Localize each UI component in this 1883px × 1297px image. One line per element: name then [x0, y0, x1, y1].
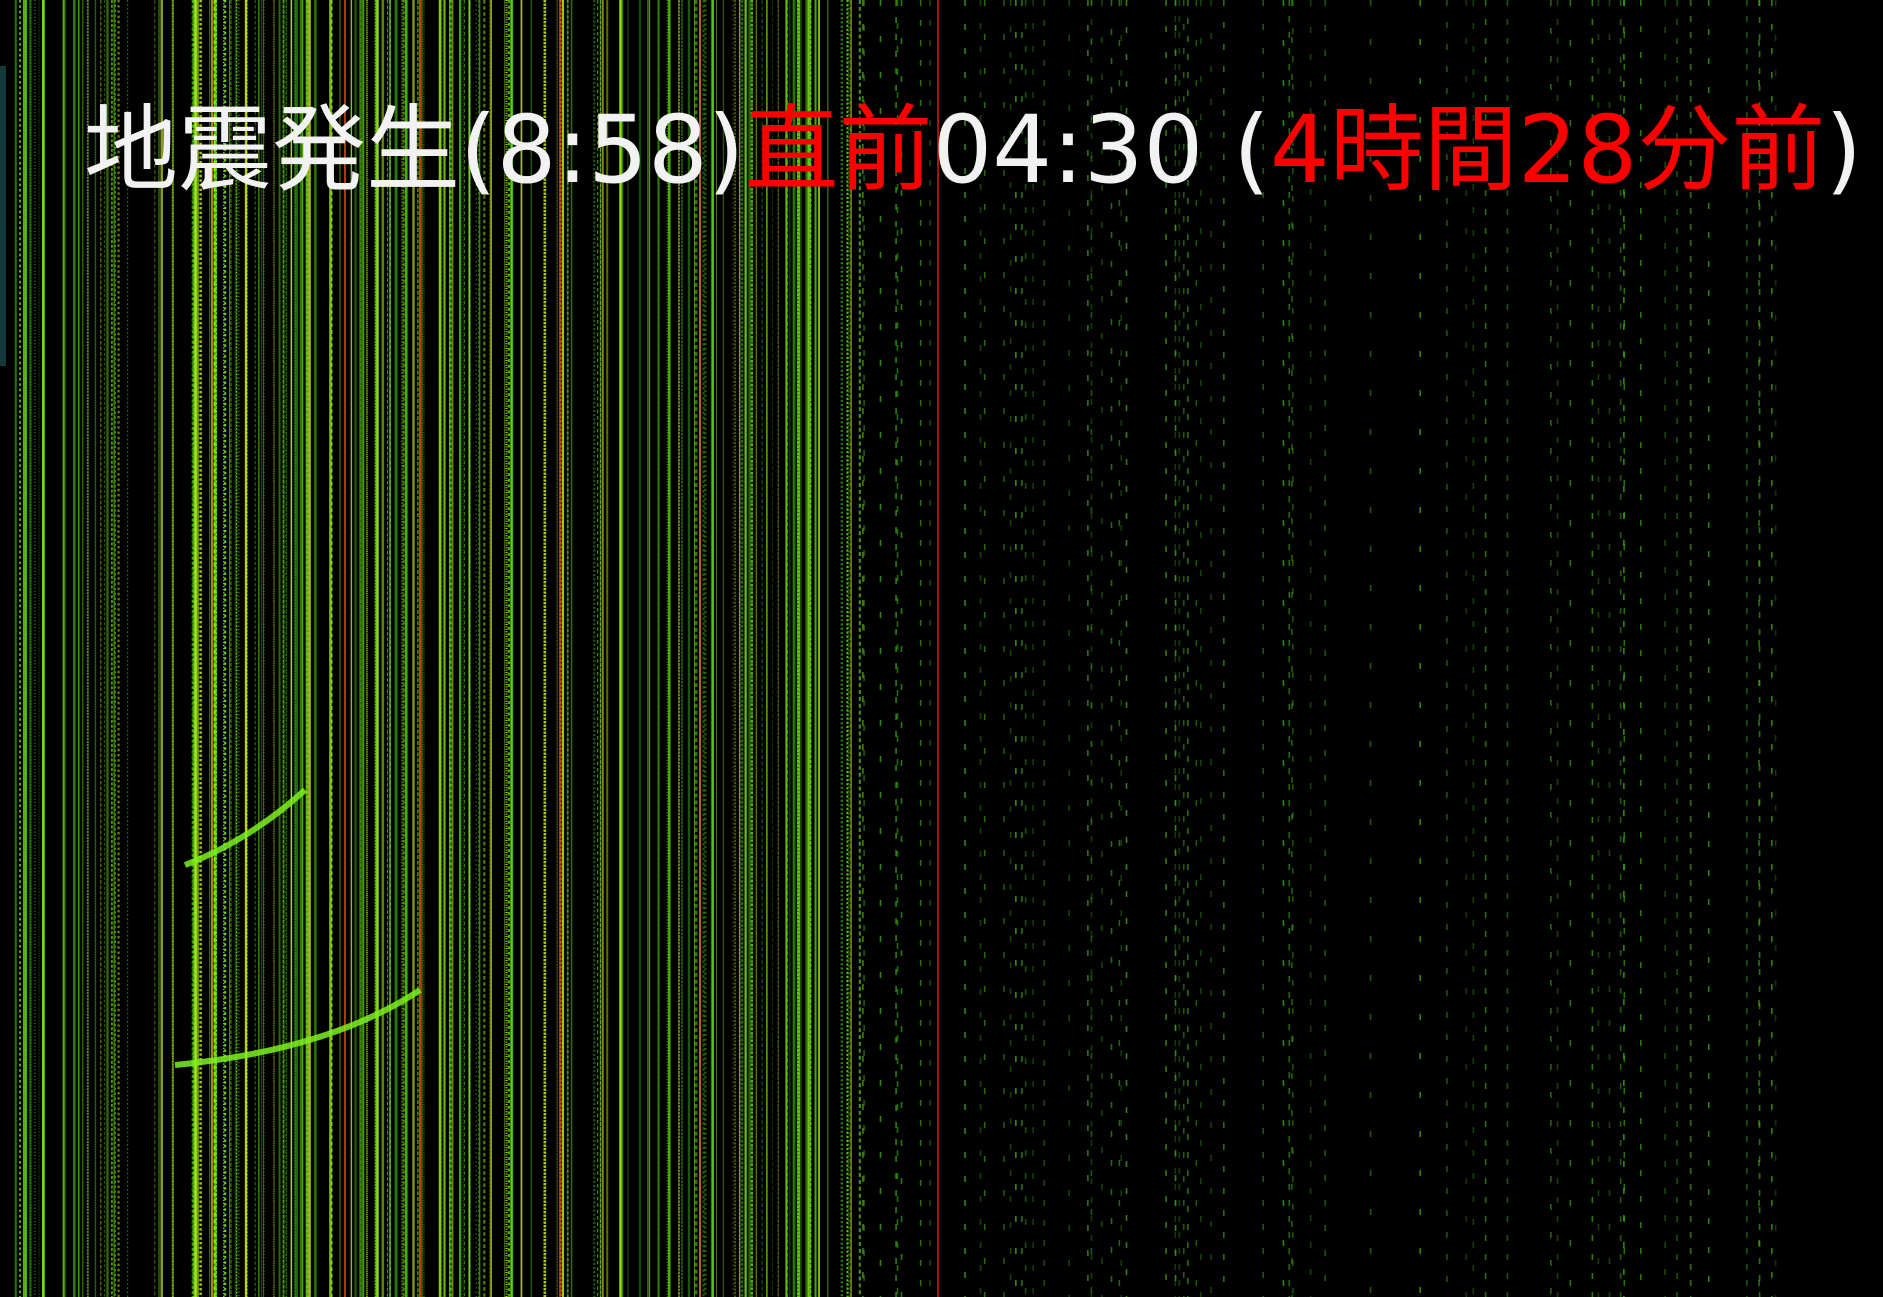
- streak: [174, 987, 422, 1068]
- caption: 地震発生(8:58)直前04:30 (4時間28分前): [84, 96, 1862, 205]
- caption-segment: 04:30 (: [932, 96, 1269, 205]
- side-tab: [0, 66, 6, 366]
- caption-segment: 4時間28分前: [1270, 96, 1825, 205]
- streak: [183, 787, 308, 868]
- caption-segment: 地震発生(8:58): [84, 96, 744, 205]
- caption-segment: ): [1825, 96, 1862, 205]
- caption-segment: 直前: [744, 96, 932, 205]
- traces: [14, 0, 1777, 1297]
